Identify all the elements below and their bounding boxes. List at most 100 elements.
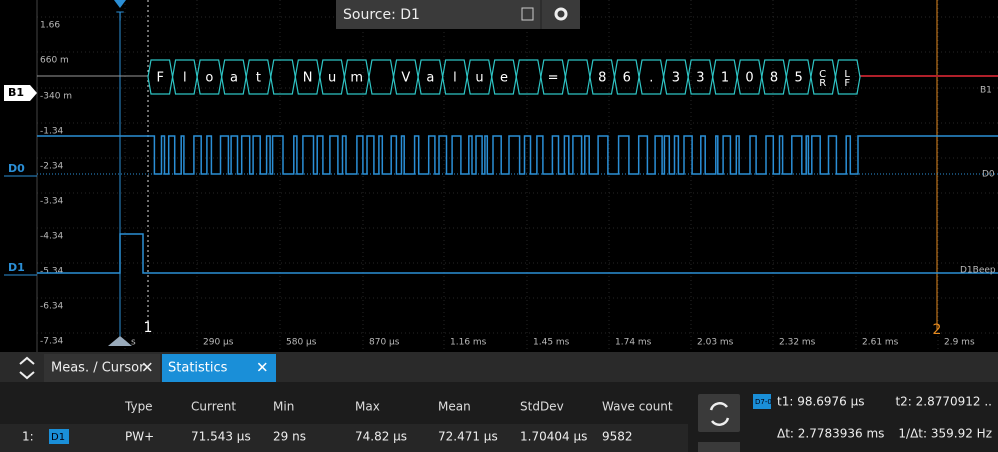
channel-right-label: B1 <box>980 86 992 96</box>
cursor-source: D7-0 <box>755 398 772 406</box>
trigger-arrow <box>114 0 126 8</box>
decode-frame <box>196 59 223 95</box>
refresh-icon <box>709 402 730 426</box>
channel-label: D0 <box>8 162 25 175</box>
y-axis-label: -4.34 <box>40 232 64 242</box>
decode-frame <box>613 59 640 95</box>
decode-symbol: V <box>401 71 410 86</box>
list-icon <box>521 7 534 21</box>
y-axis-label: -7.34 <box>40 337 64 347</box>
decode-symbol: a <box>230 71 238 86</box>
tab-label: Meas. / Cursor <box>51 361 145 376</box>
decode-space <box>270 59 296 95</box>
x-axis-label: 2.61 ms <box>862 338 899 348</box>
gear-icon[interactable] <box>554 7 568 21</box>
decode-symbol: . <box>649 71 653 86</box>
decode-symbol: l <box>183 71 187 86</box>
y-axis-label: -6.34 <box>40 302 64 312</box>
d1-trace <box>37 233 998 274</box>
tab-label: Statistics <box>168 361 228 376</box>
decode-frame <box>687 59 714 95</box>
x-axis-label: 2.03 ms <box>697 338 734 348</box>
decode-symbol: 1 <box>721 71 729 86</box>
decode-frame <box>761 59 787 95</box>
decode-symbol: m <box>350 71 363 86</box>
decode-frame <box>810 59 837 95</box>
trigger-marker: T <box>115 10 124 24</box>
channel-right-label: D0 <box>982 170 995 180</box>
source-panel[interactable] <box>336 0 580 29</box>
y-axis-label: -1.34 <box>40 127 64 137</box>
decode-symbol: F <box>157 71 164 86</box>
tab[interactable] <box>44 354 160 382</box>
decode-symbol: l <box>453 71 457 86</box>
table-cell: D1 <box>51 432 65 443</box>
x-axis-label: 1.16 ms <box>450 338 487 348</box>
decode-frame <box>442 59 468 95</box>
decode-symbol: 6 <box>623 71 631 86</box>
decode-frame <box>417 59 444 95</box>
decode-frame <box>245 59 272 95</box>
channel-right-label: D1Beep <box>960 266 996 276</box>
decode-symbol: 3 <box>672 71 680 86</box>
table-cell: 74.82 µs <box>355 430 407 444</box>
sort-icon <box>19 356 35 380</box>
channel-tag <box>4 85 37 101</box>
cursor-t2: t2: 2.8770912 .. <box>895 395 992 409</box>
tab[interactable] <box>162 354 276 382</box>
decode-frame <box>147 59 174 95</box>
decode-frame <box>662 59 689 95</box>
decode-frame <box>834 59 861 95</box>
x-axis-label: 290 µs <box>203 338 234 348</box>
decode-symbol: u <box>475 71 483 86</box>
table-header: StdDev <box>520 400 564 414</box>
x-axis-label: 2.32 ms <box>779 338 816 348</box>
table-cell: 1.70404 µs <box>520 430 587 444</box>
tab-close: ✕ <box>141 359 154 377</box>
y-axis-label: 1.66 <box>40 21 60 31</box>
decode-frame <box>171 59 198 95</box>
decode-symbol: CR <box>817 69 828 87</box>
x-axis-label: 580 µs <box>286 338 317 348</box>
x-axis-label: 1.45 ms <box>533 338 570 348</box>
decode-frame <box>221 59 247 95</box>
button[interactable] <box>698 442 740 452</box>
decode-symbol: LF <box>842 69 853 87</box>
x-axis-label: 2.9 ms <box>944 338 975 348</box>
table-cell: 1: <box>22 430 34 444</box>
decode-symbol: 8 <box>770 71 778 86</box>
table-row <box>0 424 688 452</box>
channel-label: D1 <box>8 261 25 274</box>
cursor-marker: 1 <box>144 320 153 336</box>
table-cell: 9582 <box>602 430 633 444</box>
decode-symbol: 8 <box>598 71 606 86</box>
table-cell: 29 ns <box>273 430 306 444</box>
decode-symbol: e <box>500 71 508 86</box>
channel-label: B1 <box>8 86 24 99</box>
table-cell: PW+ <box>125 430 154 444</box>
y-axis-label: -340 m <box>40 92 72 102</box>
decode-frame <box>319 59 346 95</box>
decode-symbol: u <box>328 71 336 86</box>
decode-frame <box>343 59 370 95</box>
source-badge <box>753 394 771 409</box>
table-header: Max <box>355 400 380 414</box>
y-axis-label: 660 m <box>40 56 69 66</box>
source-label: Source: D1 <box>343 7 420 23</box>
decode-frame <box>392 59 419 95</box>
decode-space <box>515 59 542 95</box>
decode-frame <box>712 59 738 95</box>
cursor-dt: Δt: 2.7783936 ms <box>777 427 884 441</box>
decode-space <box>564 59 591 95</box>
refresh-button[interactable] <box>698 394 740 432</box>
decode-symbol: o <box>205 71 213 86</box>
table-header: Mean <box>438 400 471 414</box>
decode-symbol: 5 <box>794 71 802 86</box>
decode-symbol: 0 <box>745 71 753 86</box>
cursor-panel <box>746 386 998 452</box>
decode-frame <box>785 59 812 95</box>
cursor-t1: t1: 98.6976 µs <box>777 395 865 409</box>
table-header: Wave count <box>602 400 673 414</box>
decode-space <box>368 59 395 95</box>
